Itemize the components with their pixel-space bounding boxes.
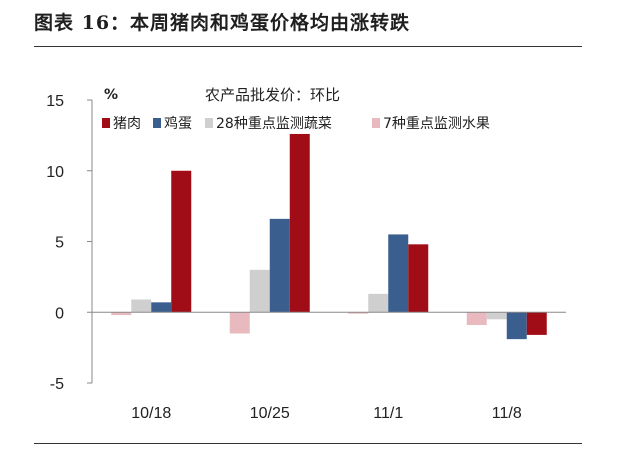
y-unit-label: % [104, 87, 118, 103]
legend-label: 28种重点监测蔬菜 [216, 116, 332, 132]
legend-swatch [205, 118, 213, 128]
y-tick-label: 15 [46, 93, 64, 110]
bar [388, 234, 409, 313]
y-tick-label: 5 [55, 235, 64, 252]
bar [249, 269, 270, 313]
bar [171, 170, 192, 313]
legend: 猪肉 鸡蛋 28种重点监测蔬菜 7种重点监测水果 [102, 115, 490, 132]
legend-label: 猪肉 [113, 116, 141, 132]
x-category-label: 11/8 [492, 405, 522, 422]
bar [229, 312, 250, 334]
bar [348, 312, 369, 314]
bar [151, 302, 172, 313]
bottom-rule [34, 443, 582, 444]
bar [131, 299, 152, 313]
bar [368, 293, 389, 313]
x-category-label: 10/25 [250, 405, 290, 422]
bar [466, 312, 487, 325]
y-tick-label: 10 [46, 164, 64, 181]
bar [506, 312, 527, 340]
bar [526, 312, 547, 335]
y-tick-label: -5 [50, 376, 64, 393]
bar [111, 312, 132, 316]
legend-label: 鸡蛋 [164, 115, 192, 132]
title-rule [34, 46, 582, 47]
figure-title: 图表 16：本周猪肉和鸡蛋价格均由涨转跌 [34, 12, 411, 34]
chart-title: 农产品批发价：环比 [205, 86, 340, 104]
x-category-label: 11/1 [373, 405, 403, 422]
bar [486, 312, 507, 320]
bar [408, 244, 429, 313]
x-category-label: 10/18 [131, 405, 171, 422]
x-axis: 10/18 10/25 11/1 11/8 [92, 311, 566, 422]
bar [269, 218, 290, 313]
y-tick-label: 0 [55, 305, 64, 322]
legend-swatch [102, 118, 110, 128]
y-axis: 15 10 5 0 -5 [46, 93, 93, 393]
bars [111, 133, 547, 340]
legend-swatch [372, 118, 380, 128]
legend-label: 7种重点监测水果 [383, 116, 490, 132]
bar [289, 133, 310, 313]
legend-swatch [153, 118, 161, 128]
